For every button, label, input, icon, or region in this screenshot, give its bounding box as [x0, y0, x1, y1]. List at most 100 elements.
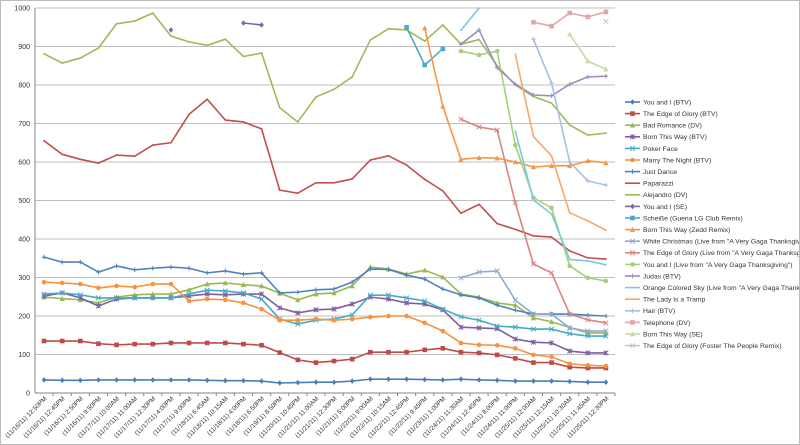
- legend-label: Orange Colored Sky (Live from "A Very Ga…: [643, 285, 800, 292]
- data-point: [224, 38, 227, 41]
- data-point: [242, 121, 245, 123]
- data-point: [550, 236, 553, 238]
- data-point: [404, 24, 409, 30]
- data-point: [223, 297, 228, 303]
- legend-item: Born This Way (Zedd Remix): [625, 226, 730, 234]
- data-point: [512, 200, 518, 206]
- data-point: [512, 302, 518, 308]
- data-point: [513, 142, 518, 148]
- series-20: [531, 9, 609, 29]
- data-point: [115, 154, 118, 156]
- data-point: [494, 127, 500, 133]
- series-12: [422, 25, 609, 170]
- data-point: [549, 23, 554, 29]
- data-point: [132, 341, 137, 347]
- data-point: [549, 93, 554, 99]
- series-line: [460, 118, 607, 324]
- y-tick-label: 0: [26, 391, 30, 398]
- data-point: [331, 290, 337, 296]
- legend-label: The Lady Is a Tramp: [643, 297, 706, 304]
- data-point: [567, 31, 573, 37]
- data-point: [476, 52, 482, 58]
- data-point: [458, 48, 464, 54]
- data-point: [96, 377, 101, 383]
- data-point: [295, 289, 301, 295]
- data-point: [188, 113, 190, 116]
- data-point: [186, 377, 192, 383]
- data-point: [295, 317, 301, 323]
- data-point: [476, 342, 482, 348]
- data-point: [43, 139, 45, 142]
- data-point: [494, 65, 500, 70]
- data-point: [530, 315, 537, 321]
- data-point: [603, 320, 609, 326]
- data-point: [295, 357, 301, 363]
- data-point: [585, 58, 591, 64]
- data-point: [567, 163, 573, 169]
- data-point: [423, 40, 426, 43]
- data-point: [132, 267, 137, 273]
- data-point: [603, 159, 609, 166]
- data-point: [531, 378, 536, 384]
- data-point: [313, 316, 319, 322]
- data-point: [603, 363, 609, 369]
- legend-item: You and I (BTV): [625, 99, 691, 106]
- data-point: [241, 20, 246, 26]
- data-point: [494, 352, 500, 358]
- data-point: [295, 297, 301, 303]
- data-point: [423, 178, 426, 181]
- data-point: [548, 270, 555, 276]
- data-point: [204, 291, 210, 297]
- data-point: [331, 306, 337, 312]
- legend-item: Bad Romance (DV): [625, 122, 702, 130]
- data-point: [278, 106, 281, 109]
- legend-item: Alejandro (DV): [625, 192, 688, 199]
- data-point: [224, 119, 227, 121]
- legend-marker: [630, 320, 635, 325]
- data-point: [549, 205, 554, 211]
- data-point: [567, 81, 572, 87]
- data-point: [422, 25, 428, 31]
- data-point: [260, 52, 263, 54]
- data-point: [603, 18, 609, 25]
- legend-item: Just Dance: [625, 169, 677, 176]
- series-1: [41, 376, 609, 386]
- data-point: [79, 57, 82, 59]
- data-point: [567, 159, 572, 165]
- data-point: [150, 377, 156, 383]
- series-7: [41, 254, 609, 319]
- data-point: [603, 333, 609, 339]
- data-point: [586, 134, 589, 136]
- data-point: [369, 39, 372, 41]
- data-point: [603, 9, 609, 15]
- data-point: [441, 189, 444, 192]
- data-point: [603, 328, 609, 334]
- series-line: [43, 12, 607, 136]
- data-point: [585, 74, 591, 80]
- data-point: [440, 286, 446, 292]
- data-point: [387, 27, 390, 30]
- data-point: [496, 222, 499, 225]
- series-18: [514, 53, 607, 232]
- data-point: [567, 378, 572, 385]
- data-point: [531, 352, 536, 358]
- legend-label: Paparazzi: [643, 181, 674, 188]
- data-point: [386, 376, 391, 382]
- data-point: [440, 274, 446, 280]
- data-point: [204, 296, 210, 302]
- data-point: [513, 356, 518, 361]
- data-point: [494, 48, 500, 54]
- data-point: [77, 292, 83, 298]
- legend-label: White Christmas (Live from "A Very Gaga …: [643, 239, 800, 246]
- data-point: [404, 272, 409, 278]
- data-point: [585, 158, 591, 164]
- series-16: [458, 27, 609, 99]
- data-point: [41, 291, 47, 297]
- series-2: [41, 338, 609, 371]
- data-point: [530, 311, 537, 317]
- data-point: [61, 62, 64, 64]
- data-point: [186, 298, 192, 304]
- data-point: [59, 259, 65, 265]
- data-point: [97, 162, 100, 165]
